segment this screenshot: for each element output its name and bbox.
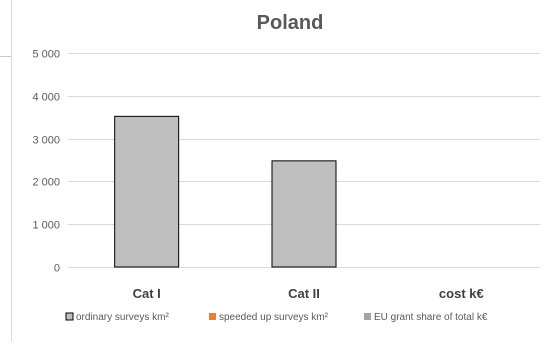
x-tick-label: cost k€ xyxy=(439,286,484,301)
legend-label: EU grant share of total k€ xyxy=(374,312,488,323)
y-tick-label: 4 000 xyxy=(32,92,60,104)
legend-swatch xyxy=(364,313,371,320)
chart-title: Poland xyxy=(257,12,324,34)
y-tick-label: 1 000 xyxy=(32,220,60,232)
y-tick-label: 2 000 xyxy=(32,177,60,189)
bars xyxy=(115,116,336,267)
legend-label: ordinary surveys km² xyxy=(76,312,169,323)
x-tick-label: Cat II xyxy=(288,286,320,301)
legend: ordinary surveys km² speeded up surveys k… xyxy=(66,312,488,323)
legend-swatch xyxy=(209,313,216,320)
y-tick-label: 3 000 xyxy=(32,135,60,147)
x-tick-label: Cat I xyxy=(133,286,161,301)
panel-edge-tick xyxy=(0,56,11,57)
bar xyxy=(115,116,179,267)
y-tick-label: 5 000 xyxy=(32,49,60,61)
panel-edge-line xyxy=(11,0,12,341)
legend-label: speeded up surveys km² xyxy=(219,312,329,323)
x-axis-tick-labels: Cat I Cat II cost k€ xyxy=(133,286,484,301)
legend-swatch xyxy=(66,313,73,320)
y-tick-label: 0 xyxy=(54,263,60,275)
bar xyxy=(272,161,336,267)
y-axis-tick-labels: 0 1 000 2 000 3 000 4 000 5 000 xyxy=(32,49,60,275)
